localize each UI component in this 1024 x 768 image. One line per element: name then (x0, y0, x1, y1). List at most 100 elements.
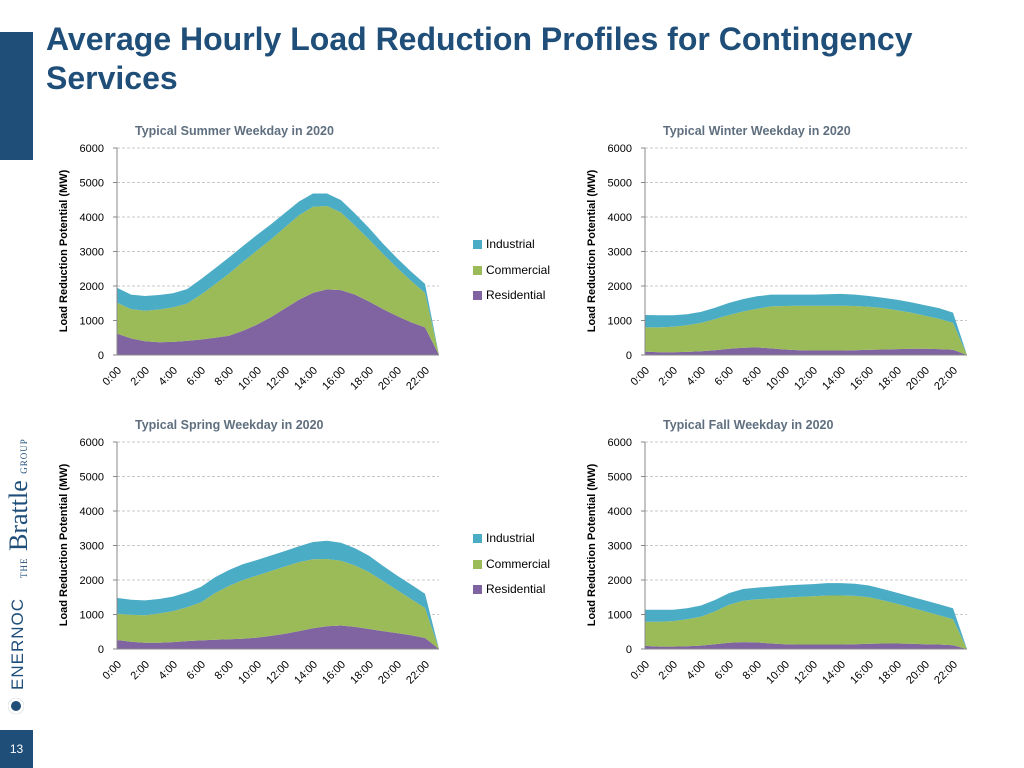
x-tick-label: 20:00 (904, 659, 932, 687)
x-tick-label: 6:00 (184, 365, 208, 389)
x-tick-label: 2:00 (128, 365, 152, 389)
x-tick-label: 2:00 (128, 659, 152, 683)
y-tick-label: 1000 (80, 316, 104, 328)
enernoc-circle-icon (8, 698, 24, 714)
legend-swatch (473, 291, 482, 300)
x-tick-label: 18:00 (876, 659, 904, 687)
x-tick-label: 20:00 (904, 365, 932, 393)
chart-legend: Industrial Commercial Residential (473, 531, 583, 608)
y-tick-label: 0 (626, 644, 632, 656)
y-tick-label: 0 (98, 644, 104, 656)
y-tick-label: 0 (626, 350, 632, 362)
legend-swatch (473, 265, 482, 275)
y-tick-label: 2000 (80, 281, 104, 293)
x-tick-label: 10:00 (236, 365, 264, 393)
page-number: 13 (9, 742, 24, 756)
y-tick-label: 4000 (80, 506, 104, 518)
x-tick-label: 14:00 (292, 365, 320, 393)
y-tick-label: 6000 (608, 437, 632, 449)
y-tick-label: 6000 (80, 437, 104, 449)
x-tick-label: 4:00 (684, 365, 708, 389)
enernoc-text: ENERNOC (8, 597, 27, 690)
chart-title: Typical Summer Weekday in 2020 (135, 124, 334, 138)
y-tick-label: 3000 (608, 541, 632, 553)
x-tick-label: 20:00 (376, 365, 404, 393)
x-tick-label: 0:00 (628, 365, 652, 389)
y-tick-label: 5000 (608, 472, 632, 484)
x-tick-label: 22:00 (404, 365, 432, 393)
y-tick-label: 1000 (608, 610, 632, 622)
y-tick-label: 4000 (80, 212, 104, 224)
brattle-group-text: GROUP (19, 438, 29, 474)
y-tick-label: 3000 (80, 247, 104, 259)
legend-item-commercial: Commercial (473, 263, 583, 289)
legend-item-residential: Residential (473, 288, 583, 314)
x-tick-label: 14:00 (292, 659, 320, 687)
y-tick-label: 2000 (608, 575, 632, 587)
x-tick-label: 18:00 (876, 365, 904, 393)
y-tick-label: 3000 (608, 247, 632, 259)
chart-title: Typical Spring Weekday in 2020 (135, 418, 324, 432)
legend-swatch (473, 585, 482, 594)
legend-label: Residential (486, 582, 546, 596)
brattle-logo: THE Brattle GROUP (4, 438, 34, 578)
legend-swatch (473, 534, 482, 543)
y-tick-label: 5000 (80, 178, 104, 190)
y-tick-label: 6000 (608, 143, 632, 155)
x-tick-label: 6:00 (712, 659, 736, 683)
x-tick-label: 12:00 (264, 365, 292, 393)
x-tick-label: 12:00 (792, 659, 820, 687)
legend-swatch (473, 559, 482, 569)
x-tick-label: 0:00 (100, 659, 124, 683)
chart-0: Typical Summer Weekday in 2020 Load Reduc… (0, 120, 550, 410)
x-tick-label: 8:00 (212, 365, 236, 389)
x-tick-label: 4:00 (156, 365, 180, 389)
chart-plot: 0 1000 2000 3000 4000 5000 6000 0:00 2:00 4:00 6:0… (608, 143, 967, 393)
x-tick-label: 20:00 (376, 659, 404, 687)
y-tick-label: 6000 (80, 143, 104, 155)
x-tick-label: 10:00 (236, 659, 264, 687)
legend-label: Industrial (486, 237, 535, 251)
legend-item-residential: Residential (473, 582, 583, 608)
y-tick-label: 4000 (608, 506, 632, 518)
x-tick-label: 6:00 (712, 365, 736, 389)
x-tick-label: 16:00 (320, 365, 348, 393)
x-tick-label: 10:00 (764, 659, 792, 687)
legend-swatch (473, 240, 482, 249)
brattle-the-text: THE (19, 557, 29, 579)
x-tick-label: 10:00 (764, 365, 792, 393)
y-tick-label: 5000 (80, 472, 104, 484)
page-title: Average Hourly Load Reduction Profiles f… (46, 21, 913, 96)
x-tick-label: 14:00 (820, 365, 848, 393)
x-tick-label: 12:00 (264, 659, 292, 687)
legend-item-industrial: Industrial (473, 531, 583, 557)
chart-plot: 0 1000 2000 3000 4000 5000 6000 0:00 2:00 4:00 6:0… (608, 437, 967, 687)
side-accent-bar (0, 32, 33, 160)
area-series-industrial (117, 193, 439, 355)
chart-1: Typical Winter Weekday in 2020 Load Reduc… (528, 120, 988, 410)
x-tick-label: 22:00 (932, 365, 960, 393)
area-series-residential (117, 289, 439, 355)
x-tick-label: 4:00 (684, 659, 708, 683)
x-tick-label: 8:00 (212, 659, 236, 683)
x-tick-label: 6:00 (184, 659, 208, 683)
chart-title: Typical Winter Weekday in 2020 (663, 124, 851, 138)
x-tick-label: 16:00 (848, 365, 876, 393)
area-series-commercial (117, 206, 439, 355)
area-series-residential (645, 642, 967, 649)
y-tick-label: 1000 (80, 610, 104, 622)
area-series-commercial (645, 595, 967, 649)
legend-label: Commercial (486, 556, 551, 571)
y-tick-label: 2000 (608, 281, 632, 293)
chart-3: Typical Fall Weekday in 2020 Load Reducti… (528, 414, 988, 704)
legend-item-industrial: Industrial (473, 237, 583, 263)
x-tick-label: 2:00 (656, 659, 680, 683)
chart-plot: 0 1000 2000 3000 4000 5000 6000 0:00 2:00 4:00 6:0… (80, 437, 439, 687)
chart-plot: 0 1000 2000 3000 4000 5000 6000 0:00 2:00 4:00 6:0… (80, 143, 439, 393)
x-tick-label: 0:00 (100, 365, 124, 389)
x-tick-label: 18:00 (348, 365, 376, 393)
chart-title: Typical Fall Weekday in 2020 (663, 418, 834, 432)
page-number-box: 13 (0, 730, 33, 768)
chart-legend: Industrial Commercial Residential (473, 237, 583, 314)
brattle-text: Brattle (4, 480, 33, 551)
